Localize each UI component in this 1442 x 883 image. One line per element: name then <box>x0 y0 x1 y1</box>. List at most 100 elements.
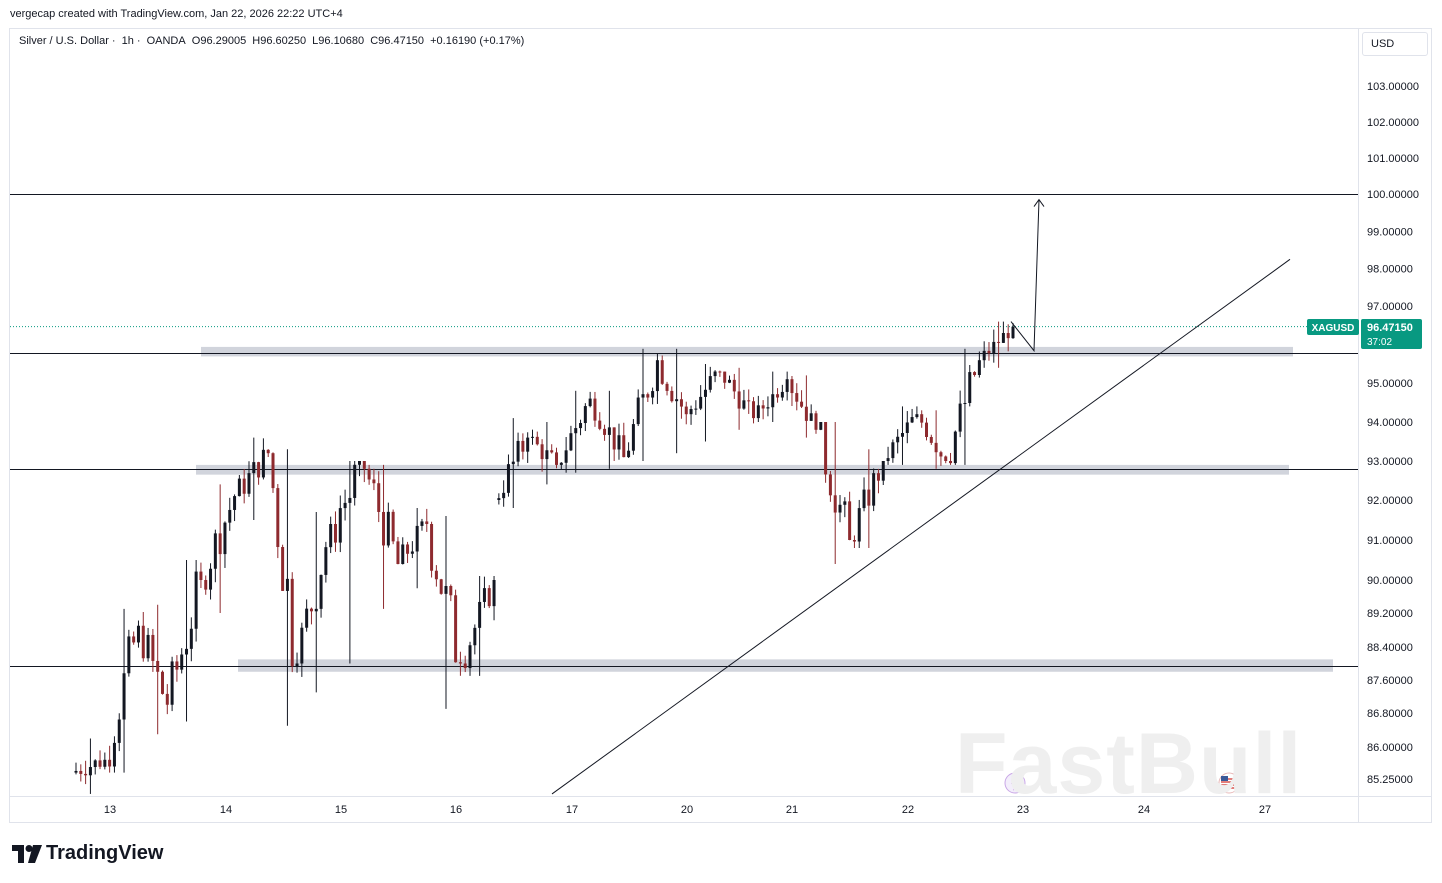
candle-up[interactable] <box>136 625 140 643</box>
candle-down[interactable] <box>598 420 602 429</box>
candle-up[interactable] <box>285 578 289 591</box>
candle-down[interactable] <box>439 579 443 594</box>
candle-up[interactable] <box>636 397 640 425</box>
candle-up[interactable] <box>843 501 847 505</box>
candle-up[interactable] <box>655 360 659 392</box>
candle-down[interactable] <box>242 478 246 494</box>
candle-up[interactable] <box>771 394 775 408</box>
candle-up[interactable] <box>103 759 107 767</box>
candle-up[interactable] <box>305 608 309 628</box>
candle-down[interactable] <box>550 450 554 453</box>
candle-down[interactable] <box>141 625 145 659</box>
candle-up[interactable] <box>358 461 362 465</box>
candle-up[interactable] <box>862 489 866 509</box>
candle-down[interactable] <box>737 391 741 409</box>
candle-down[interactable] <box>521 440 525 452</box>
candle-up[interactable] <box>982 350 986 361</box>
candle-up[interactable] <box>703 389 707 397</box>
candle-up[interactable] <box>314 608 318 612</box>
candle-down[interactable] <box>747 400 751 402</box>
candle-up[interactable] <box>617 435 621 450</box>
candle-up[interactable] <box>785 379 789 392</box>
candle-down[interactable] <box>867 489 871 506</box>
candle-down[interactable] <box>761 405 765 409</box>
candle-down[interactable] <box>555 452 559 465</box>
sr-zone[interactable] <box>238 659 1333 672</box>
candle-down[interactable] <box>535 436 539 445</box>
candle-down[interactable] <box>458 662 462 664</box>
candle-up[interactable] <box>607 427 611 435</box>
candle-down[interactable] <box>939 452 943 457</box>
candle-up[interactable] <box>641 394 645 398</box>
candle-up[interactable] <box>338 508 342 543</box>
candle-down[interactable] <box>848 501 852 540</box>
candle-up[interactable] <box>963 403 967 405</box>
candle-down[interactable] <box>925 422 929 437</box>
candle-up[interactable] <box>329 524 333 548</box>
candle-up[interactable] <box>189 628 193 649</box>
candle-up[interactable] <box>708 376 712 390</box>
candle-down[interactable] <box>309 608 313 612</box>
candle-up[interactable] <box>905 422 909 433</box>
symbol-interval[interactable]: 1h <box>121 35 134 47</box>
currency-button[interactable]: USD <box>1362 32 1428 56</box>
candle-up[interactable] <box>185 648 189 655</box>
candle-up[interactable] <box>915 414 919 418</box>
candle-up[interactable] <box>228 509 232 523</box>
candle-up[interactable] <box>300 627 304 664</box>
candle-up[interactable] <box>819 422 823 430</box>
sr-zone[interactable] <box>201 346 1293 357</box>
candle-down[interactable] <box>876 473 880 481</box>
candle-up[interactable] <box>910 417 914 423</box>
candle-down[interactable] <box>622 435 626 458</box>
candle-up[interactable] <box>627 450 631 458</box>
candle-up[interactable] <box>530 436 534 438</box>
candle-up[interactable] <box>756 405 760 419</box>
candle-up[interactable] <box>651 391 655 398</box>
candle-up[interactable] <box>588 398 592 407</box>
candle-up[interactable] <box>872 473 876 506</box>
candle-down[interactable] <box>540 444 544 460</box>
candle-up[interactable] <box>410 551 414 554</box>
candle-down[interactable] <box>732 379 736 392</box>
candle-down[interactable] <box>679 399 683 407</box>
candle-down[interactable] <box>204 580 208 590</box>
candle-up[interactable] <box>713 371 717 377</box>
candle-down[interactable] <box>290 578 294 667</box>
candle-down[interactable] <box>281 547 285 591</box>
candle-down[interactable] <box>266 449 270 454</box>
candle-up[interactable] <box>353 464 357 498</box>
candle-up[interactable] <box>953 431 957 464</box>
candle-down[interactable] <box>920 414 924 423</box>
candle-down[interactable] <box>372 479 376 484</box>
candle-down[interactable] <box>175 661 179 670</box>
candle-up[interactable] <box>444 586 448 594</box>
candle-up[interactable] <box>122 673 126 720</box>
candle-down[interactable] <box>646 394 650 398</box>
candle-up[interactable] <box>1001 332 1005 343</box>
candle-up[interactable] <box>237 478 241 497</box>
candle-up[interactable] <box>992 341 996 354</box>
candle-down[interactable] <box>425 521 429 524</box>
candle-up[interactable] <box>401 544 405 564</box>
candle-up[interactable] <box>579 423 583 429</box>
candle-up[interactable] <box>247 473 251 494</box>
candle-up[interactable] <box>689 409 693 415</box>
candle-down[interactable] <box>670 390 674 402</box>
candle-down[interactable] <box>430 524 434 571</box>
candle-down[interactable] <box>132 636 136 643</box>
candle-up[interactable] <box>516 440 520 462</box>
candle-down[interactable] <box>800 401 804 407</box>
candle-down[interactable] <box>98 760 102 767</box>
candle-down[interactable] <box>795 393 799 402</box>
candle-up[interactable] <box>492 580 496 607</box>
candle-up[interactable] <box>252 462 256 474</box>
candle-down[interactable] <box>333 524 337 543</box>
candle-down[interactable] <box>1006 332 1010 339</box>
candle-down[interactable] <box>151 634 155 661</box>
candle-down[interactable] <box>684 406 688 415</box>
tradingview-logo[interactable]: TradingView <box>12 842 163 865</box>
candle-down[interactable] <box>454 595 458 663</box>
candle-up[interactable] <box>896 436 900 443</box>
symbol-name[interactable]: Silver / U.S. Dollar <box>19 35 109 47</box>
